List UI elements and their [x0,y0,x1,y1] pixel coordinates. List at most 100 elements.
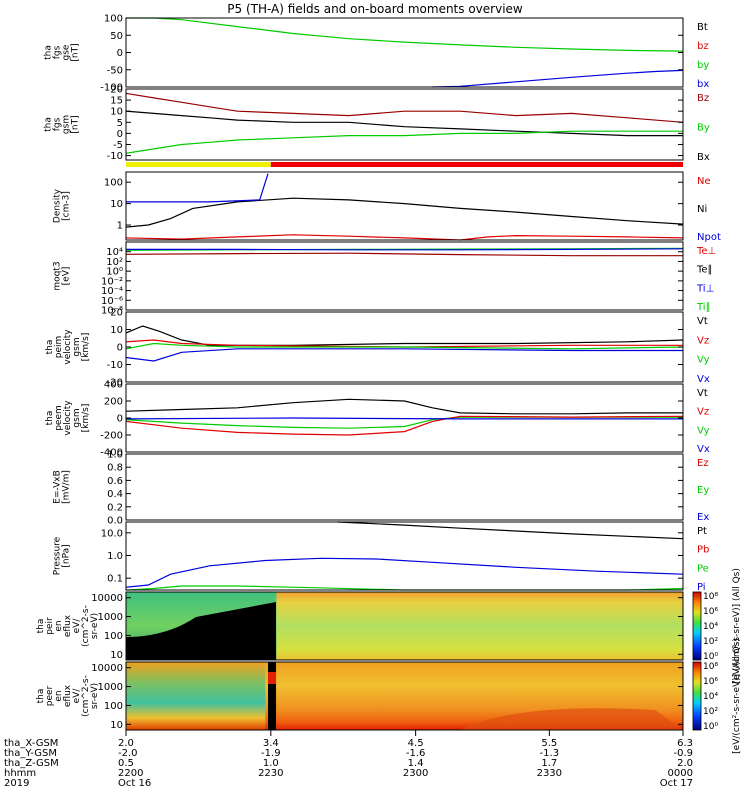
panel-frame [125,241,684,311]
electron-spectrogram-early [126,662,266,730]
y-tick-label: 50 [110,31,123,42]
series-Vz [125,339,683,348]
y-tick-label: -10 [107,151,123,162]
y-axis-label: eflux [63,684,73,707]
y-tick-label: -400 [100,448,123,459]
y-axis-label: peir [45,617,55,635]
y-axis-label: tha [36,619,46,634]
y-tick-label: 10 [110,325,123,336]
y-axis-label: [nT] [71,115,81,133]
y-axis-label: [km/s] [81,404,91,433]
y-tick-label: 10⁻⁴ [101,286,123,297]
y-axis-label: E=-VxB [53,470,63,504]
y-tick-label: 10⁰ [106,267,123,278]
time-axis-value: 4.5 [408,738,424,749]
series-Vt [125,398,683,415]
time-axis-value: Oct 16 [118,778,151,789]
y-tick-label: 1000 [98,682,123,693]
y-axis-label: tha [45,411,55,426]
panel-density: 100 10 1 Density [cm-3] Ne Ni Npot [53,171,721,243]
colorbar-tick-label: 10⁴ [703,692,718,702]
series-Ne [125,234,684,241]
mode-bar-segment [126,162,271,167]
series-Npot [126,173,269,203]
y-axis-label: eV/ [72,688,82,704]
y-axis-label: fgs [53,117,63,131]
y-tick-label: 400 [104,380,123,391]
colorbar-tick-label: 10⁰ [703,652,718,662]
panel-peer_spec: 10⁸ 10⁶ 10⁴ 10² 10⁰ [eV/(cm²-s-sr-eV)] (All Q… [36,638,742,754]
legend-entry: Ez [697,458,709,469]
y-axis-label: moqt3 [53,261,63,290]
panel-peir_spec: 10⁸ 10⁶ 10⁴ 10² 10⁰ [eV/(cm²-s-sr-eV)] (All Q… [36,568,742,684]
y-tick-label: 100 [104,631,123,642]
y-tick-label: 1000 [98,612,123,623]
y-tick-label: 100 [104,701,123,712]
legend-entry: Vx [697,374,710,385]
y-tick-label: 10⁻⁸ [101,306,123,317]
series-Bz [125,92,684,123]
y-tick-label: 10 [110,650,123,661]
time-axis-value: 1.7 [541,758,557,769]
panel-efield: 1.0 0.8 0.6 0.4 0.2 0.0 E=-VxB [mV/m] Ez Ey Ex [53,450,710,527]
y-tick-label: 15 [110,96,123,107]
series-Ni [125,197,684,228]
series-Vx [125,348,683,362]
legend-entry: Vz [697,407,709,418]
legend-entry: Vy [697,355,710,366]
time-axis-value: 2230 [258,768,283,779]
legend-entry: Bt [697,22,708,33]
panel-pressure: 10.0 1.0 0.1 Pressure [nPa] Pt Pb Pe Pi [53,521,709,593]
colorbar-tick-label: 10² [703,637,718,647]
panel-frame [125,88,684,161]
y-tick-label: 0 [117,414,123,425]
legend-entry: bz [697,41,709,52]
y-axis-label: peem [54,405,64,431]
legend-entry: Te⊥ [696,246,716,257]
legend-entry: Ni [697,204,707,215]
y-axis-label: [nT] [71,43,81,61]
legend-entry: Pb [697,545,709,556]
panel-area [126,522,683,590]
series-Te⊥ [125,252,683,257]
panel-area [126,172,683,240]
legend-entry: Pi [697,582,706,593]
y-axis-label: peer [45,685,55,706]
time-axis-value: 2.0 [677,758,693,769]
panel-frame [125,453,684,521]
time-axis-row-label: tha_X-GSM [4,738,58,749]
y-tick-label: -5 [113,140,123,151]
time-axis-value: 0.5 [118,758,134,769]
y-tick-label: 0.2 [107,502,123,513]
legend-entry: Ti∥ [696,302,711,313]
time-axis-row-label: tha_Y-GSM [4,748,57,759]
colorbar-tick-label: 10⁸ [703,592,718,602]
y-tick-label: 0.6 [107,476,123,487]
time-axis-row-label: hhmm [4,768,36,779]
y-axis-label: gse [62,44,72,60]
panel-area [126,454,683,520]
y-tick-label: 100 [104,178,123,189]
y-tick-label: 5 [117,118,123,129]
panel-peem_velocity: 400 200 0 -200 -400 tha peem velocity gsm [km/s] V… [45,380,710,459]
colorbar-label: [eV/(cm²-s-sr-eV)] (All Qs) [732,568,742,684]
series-By [125,130,683,154]
y-tick-label: 100 [104,14,123,25]
series-Vx [125,417,683,420]
y-axis-label: (cm^2-s- [81,675,91,717]
y-tick-label: 10000 [91,593,123,604]
y-tick-label: 1 [117,221,123,232]
legend-entry: Ex [697,512,709,523]
y-axis-label: tha [44,117,54,132]
time-axis-value: -1.3 [540,748,560,759]
legend-entry: Vy [697,425,710,436]
colorbar [692,661,702,731]
y-axis-label: eV/ [72,618,82,634]
panel-frame [125,661,684,731]
y-tick-label: 10⁻² [101,276,123,287]
time-axis-value: 2330 [537,768,562,779]
y-axis-label: [nPa] [62,544,72,567]
